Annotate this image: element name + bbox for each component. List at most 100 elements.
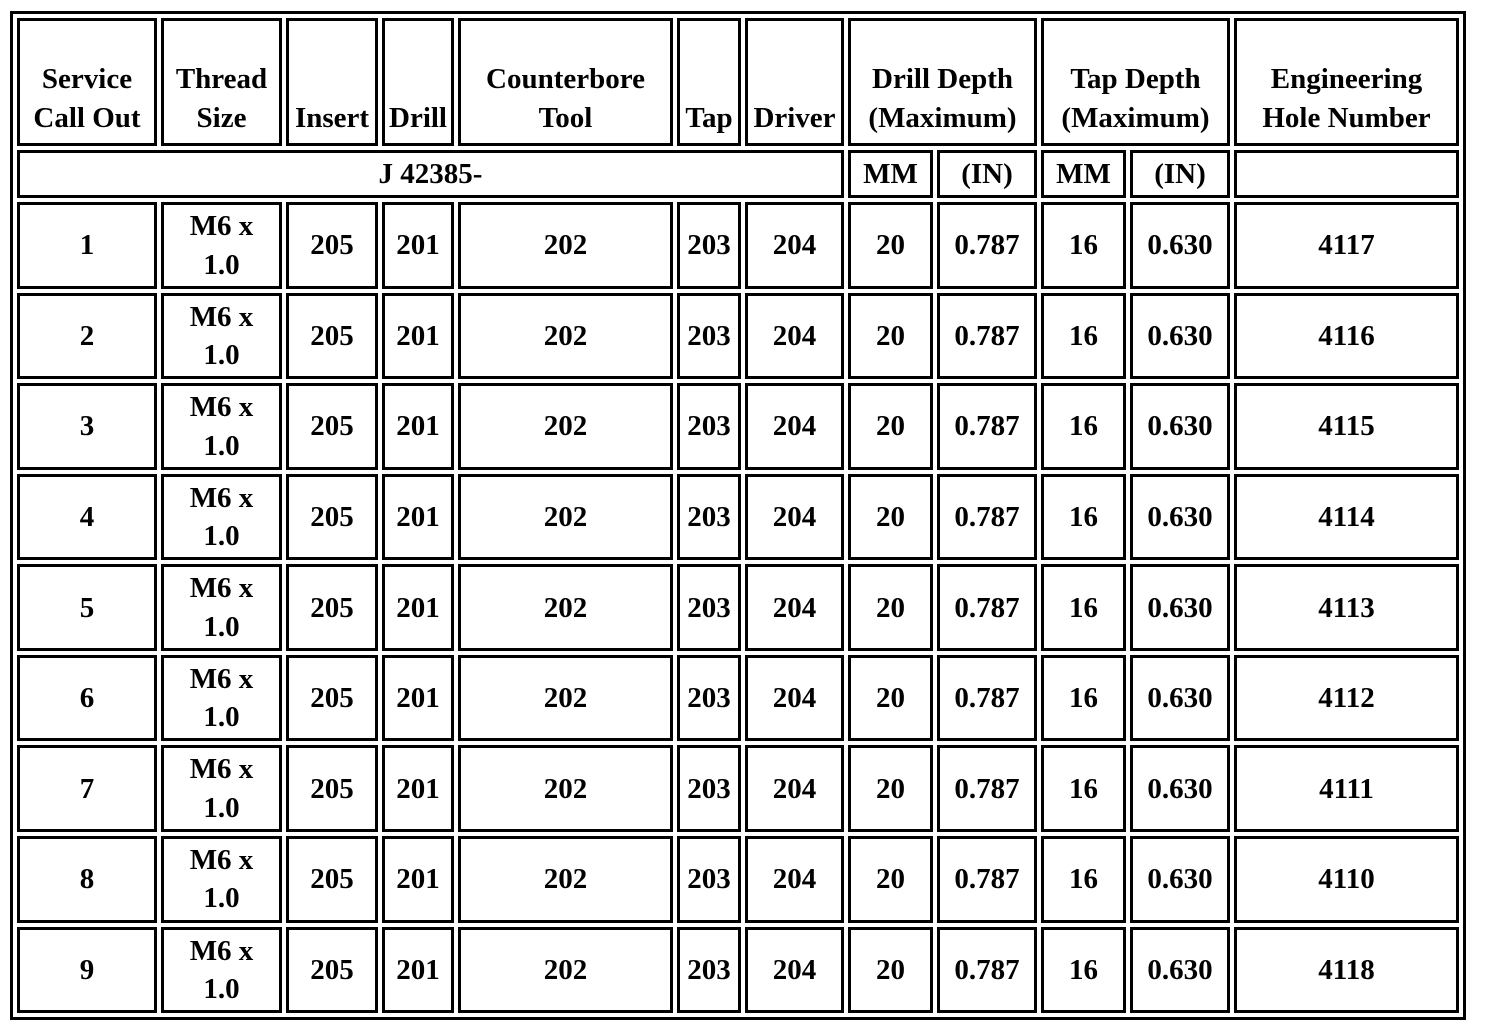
cell-drill: 201 [382, 383, 454, 470]
cell-thread-size: M6 x 1.0 [161, 292, 282, 380]
col-header-drill: Drill [382, 18, 454, 146]
cell-thread-size: M6 x 1.0 [161, 745, 282, 832]
cell-driver: 204 [745, 835, 844, 923]
cell-call-out: 4 [17, 473, 157, 561]
cell-drill: 201 [382, 654, 454, 742]
cell-tap: 203 [677, 473, 741, 561]
table-row: 3 M6 x 1.0 205 201 202 203 204 20 0.787 … [17, 383, 1459, 470]
cell-counterbore-tool: 202 [458, 654, 673, 742]
cell-tap: 203 [677, 835, 741, 923]
cell-drill: 201 [382, 473, 454, 561]
cell-call-out: 9 [17, 926, 157, 1014]
cell-tap-depth-mm: 16 [1041, 654, 1126, 742]
cell-insert: 205 [286, 383, 378, 470]
cell-hole-number: 4118 [1234, 926, 1459, 1014]
cell-drill: 201 [382, 835, 454, 923]
cell-hole-number: 4117 [1234, 202, 1459, 289]
cell-tap-depth-in: 0.630 [1130, 745, 1230, 832]
cell-tap-depth-in: 0.630 [1130, 383, 1230, 470]
cell-drill: 201 [382, 202, 454, 289]
cell-counterbore-tool: 202 [458, 383, 673, 470]
cell-hole-number: 4111 [1234, 745, 1459, 832]
cell-insert: 205 [286, 473, 378, 561]
cell-tap-depth-mm: 16 [1041, 564, 1126, 651]
cell-insert: 205 [286, 292, 378, 380]
cell-drill-depth-mm: 20 [848, 292, 933, 380]
cell-tap-depth-in: 0.630 [1130, 564, 1230, 651]
cell-drill-depth-mm: 20 [848, 383, 933, 470]
tool-group-label-cell: J 42385- [17, 150, 844, 199]
cell-drill-depth-in: 0.787 [937, 202, 1037, 289]
table-row: 4 M6 x 1.0 205 201 202 203 204 20 0.787 … [17, 473, 1459, 561]
cell-thread-size: M6 x 1.0 [161, 383, 282, 470]
service-tool-table: Service Call Out Thread Size Insert Dril… [10, 11, 1466, 1021]
cell-tap-depth-in: 0.630 [1130, 202, 1230, 289]
cell-tap: 203 [677, 926, 741, 1014]
cell-tap-depth-in: 0.630 [1130, 292, 1230, 380]
cell-drill-depth-mm: 20 [848, 473, 933, 561]
col-header-driver: Driver [745, 18, 844, 146]
cell-tap-depth-mm: 16 [1041, 835, 1126, 923]
cell-drill-depth-mm: 20 [848, 564, 933, 651]
cell-counterbore-tool: 202 [458, 564, 673, 651]
cell-insert: 205 [286, 926, 378, 1014]
cell-counterbore-tool: 202 [458, 473, 673, 561]
cell-tap-depth-mm: 16 [1041, 292, 1126, 380]
cell-tap: 203 [677, 745, 741, 832]
cell-insert: 205 [286, 202, 378, 289]
cell-thread-size: M6 x 1.0 [161, 835, 282, 923]
cell-drill-depth-in: 0.787 [937, 926, 1037, 1014]
cell-driver: 204 [745, 202, 844, 289]
cell-tap-depth-in: 0.630 [1130, 835, 1230, 923]
cell-drill-depth-in: 0.787 [937, 745, 1037, 832]
cell-driver: 204 [745, 473, 844, 561]
col-header-tap-depth: Tap Depth (Maximum) [1041, 18, 1230, 146]
col-header-counterbore-tool: Counterbore Tool [458, 18, 673, 146]
cell-thread-size: M6 x 1.0 [161, 202, 282, 289]
cell-drill-depth-in: 0.787 [937, 835, 1037, 923]
cell-drill-depth-mm: 20 [848, 745, 933, 832]
cell-drill: 201 [382, 926, 454, 1014]
cell-thread-size: M6 x 1.0 [161, 473, 282, 561]
drill-depth-in-unit-cell: (IN) [937, 150, 1037, 199]
cell-tap-depth-mm: 16 [1041, 473, 1126, 561]
cell-driver: 204 [745, 383, 844, 470]
cell-drill-depth-in: 0.787 [937, 654, 1037, 742]
drill-depth-mm-unit-cell: MM [848, 150, 933, 199]
cell-tap-depth-in: 0.630 [1130, 473, 1230, 561]
cell-tap: 203 [677, 383, 741, 470]
col-header-insert: Insert [286, 18, 378, 146]
table-row: 9 M6 x 1.0 205 201 202 203 204 20 0.787 … [17, 926, 1459, 1014]
cell-call-out: 1 [17, 202, 157, 289]
col-header-thread-size: Thread Size [161, 18, 282, 146]
cell-insert: 205 [286, 564, 378, 651]
col-header-engineering-hole-number: Engineering Hole Number [1234, 18, 1459, 146]
cell-insert: 205 [286, 654, 378, 742]
cell-counterbore-tool: 202 [458, 835, 673, 923]
cell-call-out: 5 [17, 564, 157, 651]
cell-tap: 203 [677, 654, 741, 742]
cell-thread-size: M6 x 1.0 [161, 654, 282, 742]
cell-driver: 204 [745, 745, 844, 832]
cell-counterbore-tool: 202 [458, 202, 673, 289]
cell-tap: 203 [677, 292, 741, 380]
page: Service Call Out Thread Size Insert Dril… [0, 11, 1504, 1029]
cell-drill-depth-mm: 20 [848, 654, 933, 742]
cell-tap-depth-in: 0.630 [1130, 926, 1230, 1014]
cell-driver: 204 [745, 292, 844, 380]
cell-call-out: 2 [17, 292, 157, 380]
table-row: 1 M6 x 1.0 205 201 202 203 204 20 0.787 … [17, 202, 1459, 289]
cell-hole-number: 4110 [1234, 835, 1459, 923]
cell-drill: 201 [382, 564, 454, 651]
cell-tap-depth-mm: 16 [1041, 926, 1126, 1014]
table-row: 7 M6 x 1.0 205 201 202 203 204 20 0.787 … [17, 745, 1459, 832]
table-row: 6 M6 x 1.0 205 201 202 203 204 20 0.787 … [17, 654, 1459, 742]
tap-depth-in-unit-cell: (IN) [1130, 150, 1230, 199]
cell-driver: 204 [745, 926, 844, 1014]
col-header-tap: Tap [677, 18, 741, 146]
cell-insert: 205 [286, 835, 378, 923]
cell-drill-depth-in: 0.787 [937, 292, 1037, 380]
cell-hole-number: 4114 [1234, 473, 1459, 561]
empty-cell [1234, 150, 1459, 199]
cell-driver: 204 [745, 654, 844, 742]
